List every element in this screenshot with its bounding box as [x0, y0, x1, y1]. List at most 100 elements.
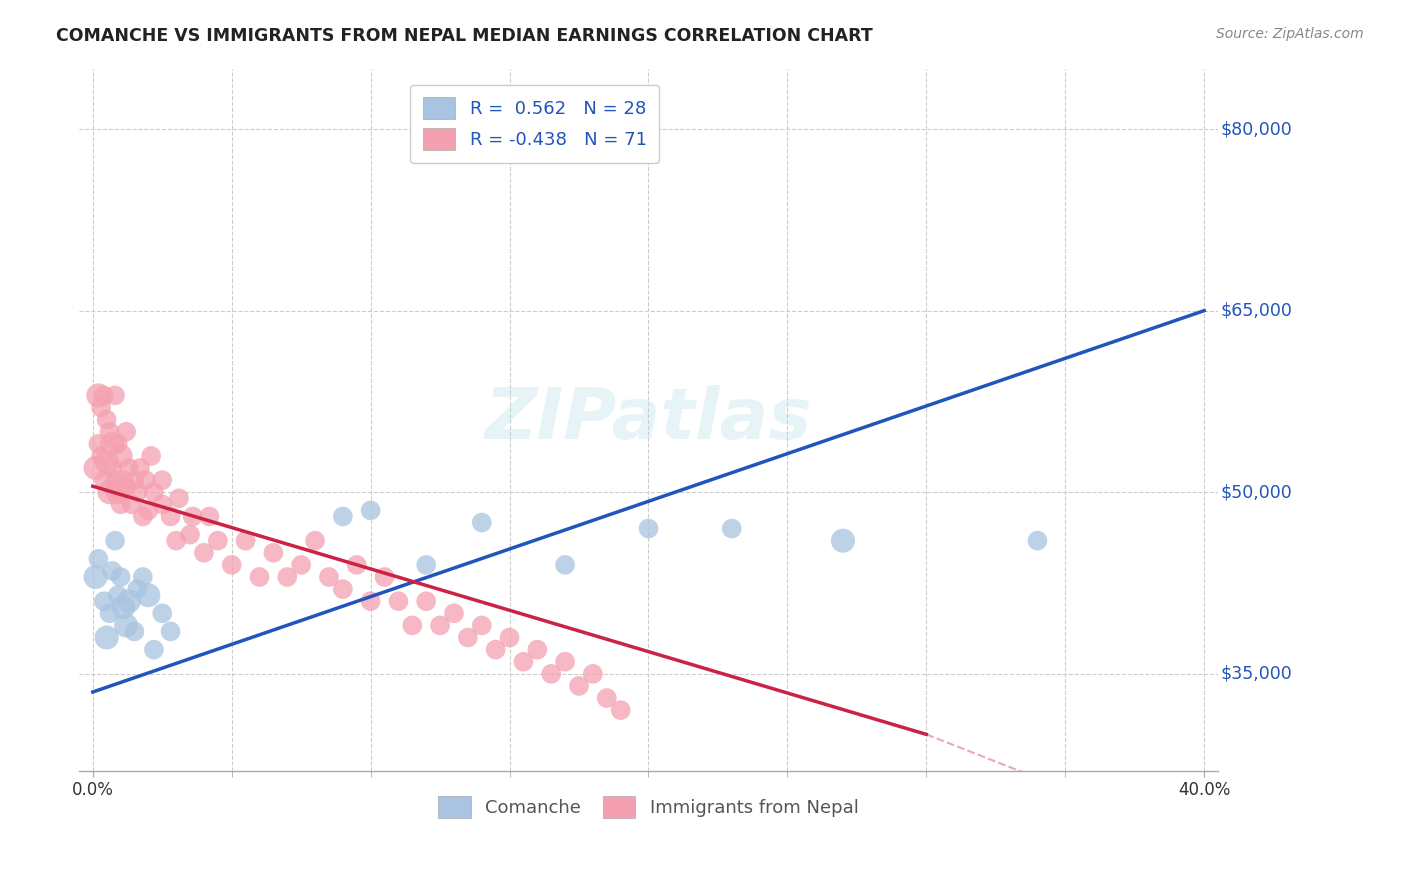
Point	[96, 631, 118, 645]
Point	[118, 461, 141, 475]
Text: ZIPatlas: ZIPatlas	[485, 385, 813, 454]
Point	[96, 412, 118, 426]
Point	[142, 642, 165, 657]
Point	[360, 594, 382, 608]
Point	[609, 703, 631, 717]
Point	[526, 642, 548, 657]
Point	[87, 388, 110, 402]
Point	[132, 509, 155, 524]
Point	[101, 437, 124, 451]
Point	[104, 473, 127, 487]
Point	[415, 594, 437, 608]
Point	[118, 594, 141, 608]
Point	[832, 533, 855, 548]
Point	[159, 624, 181, 639]
Point	[471, 516, 494, 530]
Point	[127, 485, 149, 500]
Text: $80,000: $80,000	[1220, 120, 1292, 138]
Point	[471, 618, 494, 632]
Point	[104, 388, 127, 402]
Point	[540, 666, 562, 681]
Text: Source: ZipAtlas.com: Source: ZipAtlas.com	[1216, 27, 1364, 41]
Point	[98, 425, 121, 439]
Point	[332, 509, 354, 524]
Point	[124, 473, 146, 487]
Point	[107, 485, 129, 500]
Point	[637, 522, 659, 536]
Point	[207, 533, 229, 548]
Point	[159, 509, 181, 524]
Point	[568, 679, 591, 693]
Point	[262, 546, 284, 560]
Point	[90, 449, 112, 463]
Point	[90, 401, 112, 415]
Point	[498, 631, 520, 645]
Text: $65,000: $65,000	[1220, 301, 1292, 319]
Text: $35,000: $35,000	[1220, 665, 1292, 683]
Point	[401, 618, 423, 632]
Point	[443, 607, 465, 621]
Point	[198, 509, 221, 524]
Point	[112, 600, 135, 615]
Point	[167, 491, 190, 506]
Point	[98, 485, 121, 500]
Point	[138, 503, 160, 517]
Point	[249, 570, 271, 584]
Point	[84, 570, 107, 584]
Point	[360, 503, 382, 517]
Point	[290, 558, 312, 572]
Point	[596, 691, 619, 706]
Point	[110, 497, 132, 511]
Point	[332, 582, 354, 596]
Point	[165, 533, 187, 548]
Point	[87, 551, 110, 566]
Point	[429, 618, 451, 632]
Text: $50,000: $50,000	[1220, 483, 1292, 501]
Legend: Comanche, Immigrants from Nepal: Comanche, Immigrants from Nepal	[432, 789, 866, 825]
Point	[304, 533, 326, 548]
Point	[93, 594, 115, 608]
Point	[115, 425, 138, 439]
Point	[115, 479, 138, 493]
Point	[98, 607, 121, 621]
Point	[87, 437, 110, 451]
Point	[181, 509, 204, 524]
Point	[150, 473, 173, 487]
Point	[93, 473, 115, 487]
Point	[96, 455, 118, 469]
Point	[193, 546, 215, 560]
Point	[720, 522, 742, 536]
Point	[115, 618, 138, 632]
Point	[110, 449, 132, 463]
Point	[485, 642, 508, 657]
Point	[124, 624, 146, 639]
Point	[150, 497, 173, 511]
Point	[132, 570, 155, 584]
Point	[373, 570, 395, 584]
Point	[139, 449, 162, 463]
Point	[346, 558, 368, 572]
Point	[415, 558, 437, 572]
Point	[1026, 533, 1049, 548]
Point	[121, 497, 143, 511]
Point	[127, 582, 149, 596]
Point	[387, 594, 409, 608]
Point	[512, 655, 534, 669]
Point	[110, 570, 132, 584]
Point	[554, 558, 576, 572]
Point	[142, 485, 165, 500]
Point	[221, 558, 243, 572]
Point	[554, 655, 576, 669]
Point	[582, 666, 605, 681]
Point	[107, 437, 129, 451]
Point	[138, 588, 160, 602]
Point	[129, 461, 152, 475]
Point	[104, 533, 127, 548]
Point	[235, 533, 257, 548]
Point	[135, 473, 157, 487]
Point	[107, 588, 129, 602]
Point	[84, 461, 107, 475]
Point	[150, 607, 173, 621]
Text: COMANCHE VS IMMIGRANTS FROM NEPAL MEDIAN EARNINGS CORRELATION CHART: COMANCHE VS IMMIGRANTS FROM NEPAL MEDIAN…	[56, 27, 873, 45]
Point	[93, 388, 115, 402]
